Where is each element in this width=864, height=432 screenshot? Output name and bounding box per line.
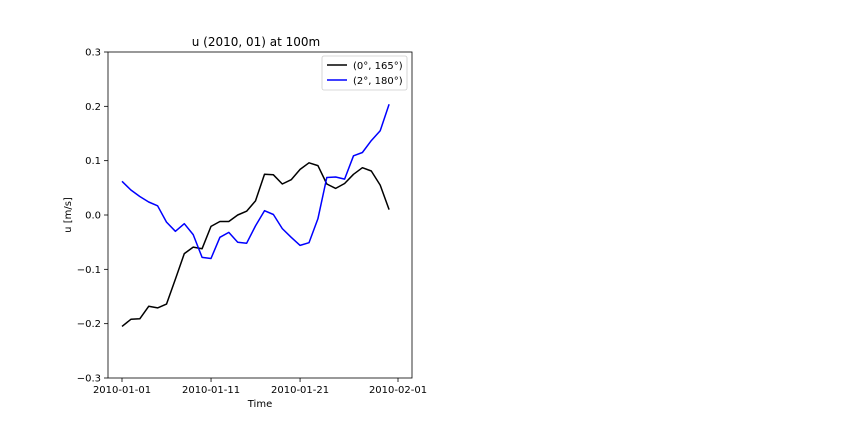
y-axis: 0.3 0.2 0.1 0.0 −0.1 −0.2 −0.3 bbox=[77, 48, 108, 385]
chart-title: u (2010, 01) at 100m bbox=[192, 35, 321, 49]
y-tick-label: 0.3 bbox=[85, 48, 101, 59]
legend: (0°, 165°) (2°, 180°) bbox=[321, 55, 408, 91]
y-tick-label: 0.2 bbox=[85, 102, 101, 113]
y-tick-label: −0.3 bbox=[77, 374, 101, 385]
y-tick-label: 0.1 bbox=[85, 156, 101, 167]
x-axis-label: Time bbox=[247, 399, 272, 410]
legend-entry-0: (0°, 165°) bbox=[353, 61, 403, 72]
x-axis: 2010-01-01 2010-01-11 2010-01-21 2010-02-01 bbox=[93, 378, 427, 396]
x-tick-label: 2010-01-21 bbox=[271, 385, 329, 396]
y-tick-label: −0.1 bbox=[77, 265, 101, 276]
series-line-1 bbox=[121, 103, 390, 260]
x-tick-label: 2010-01-11 bbox=[182, 385, 240, 396]
x-tick-label: 2010-02-01 bbox=[369, 385, 427, 396]
y-tick-label: 0.0 bbox=[85, 211, 101, 222]
plot-frame bbox=[107, 51, 413, 379]
y-tick-label: −0.2 bbox=[77, 319, 101, 330]
legend-entry-1: (2°, 180°) bbox=[353, 76, 403, 87]
series-line-0 bbox=[121, 162, 390, 327]
x-tick-label: 2010-01-01 bbox=[93, 385, 151, 396]
y-axis-label: u [m/s] bbox=[63, 197, 74, 233]
series-layer bbox=[121, 103, 390, 327]
